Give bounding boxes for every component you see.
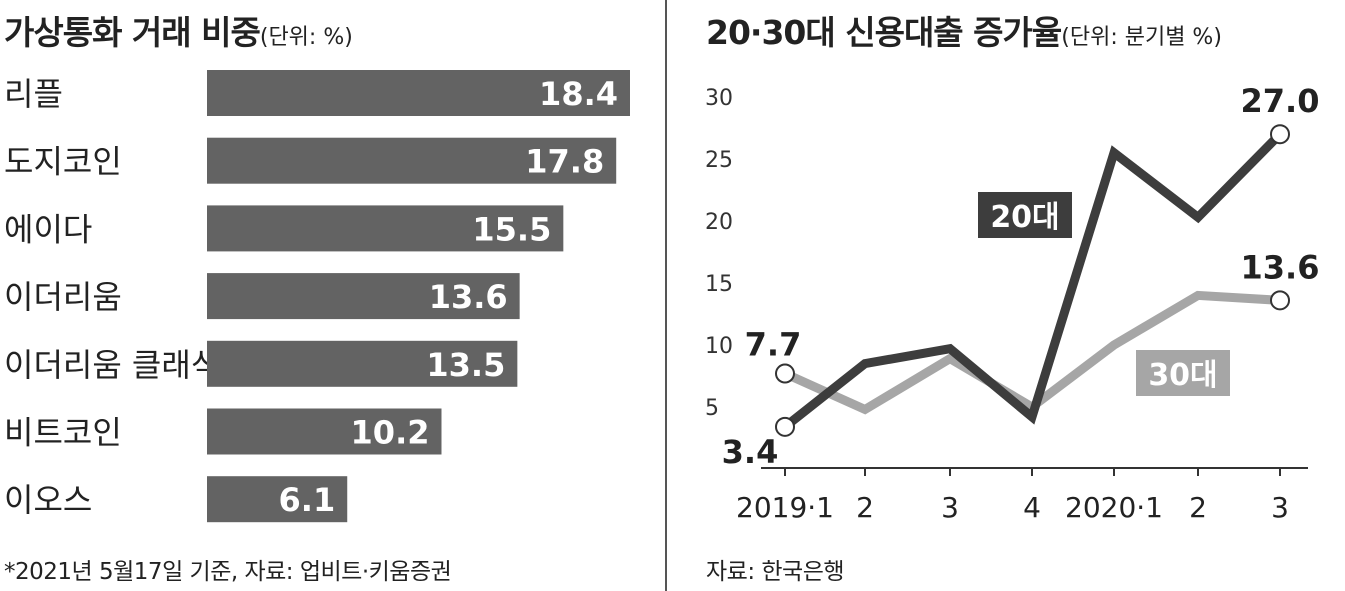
- series-label-box-20s: [978, 192, 1072, 238]
- y-tick-label: 5: [705, 396, 719, 421]
- bar-value-label: 13.5: [426, 346, 505, 384]
- bar-category-label: 비트코인: [4, 414, 122, 452]
- bar-chart: 리플 18.4 도지코인 17.8 에이다 15.5 이더리움 13.6 이더리움 클래식 13.…: [4, 70, 630, 523]
- data-point-marker: [775, 363, 795, 384]
- bar: [207, 340, 518, 387]
- right-chart-title: 20·30대 신용대출 증가율: [706, 13, 1062, 52]
- bar-value-label: 10.2: [351, 414, 430, 452]
- data-value-label: 13.6: [1241, 248, 1320, 286]
- left-chart-unit: (단위: %): [259, 25, 353, 50]
- series-label-30s: 30대: [1148, 358, 1217, 393]
- x-tick-label: 3: [941, 491, 959, 524]
- bar-value-label: 6.1: [279, 481, 336, 519]
- data-point-marker: [775, 416, 795, 437]
- crypto-trade-share-panel: 가상통화 거래 비중(단위: %) 리플 18.4 도지코인 17.8 에이다 15.5 이…: [0, 0, 664, 591]
- right-chart-source: 자료: 한국은행: [706, 559, 845, 585]
- right-chart-unit: (단위: 분기별 %): [1061, 25, 1222, 50]
- x-tick-label: 2019·1: [736, 491, 834, 524]
- series-label-20s: 20대: [990, 200, 1059, 235]
- left-chart-footnote: *2021년 5월17일 기준, 자료: 업비트·키움증권: [4, 559, 452, 585]
- bar-category-label: 에이다: [4, 210, 92, 248]
- data-value-label: 7.7: [745, 326, 802, 364]
- bar: [207, 273, 520, 320]
- y-tick-label: 25: [705, 148, 733, 173]
- credit-loan-growth-panel: 20·30대 신용대출 증가율(단위: 분기별 %) 5 10 15 20 25 30 20…: [668, 0, 1345, 591]
- bar-category-label: 이더리움 클래식: [4, 346, 220, 384]
- data-value-label: 27.0: [1241, 82, 1320, 120]
- data-point-marker: [1270, 290, 1290, 311]
- line-chart: 5 10 15 20 25 30 2019·1 2 3 4 2020·1 2 3 7.7 3.4 27.0 13…: [705, 82, 1320, 524]
- data-point-marker: [1270, 124, 1290, 145]
- x-tick-label: 4: [1023, 491, 1041, 524]
- x-tick-label: 2: [1189, 491, 1207, 524]
- right-chart-title-group: 20·30대 신용대출 증가율(단위: 분기별 %): [706, 6, 1222, 54]
- bar-value-label: 18.4: [539, 75, 618, 113]
- x-tick-label: 3: [1271, 491, 1289, 524]
- y-tick-label: 20: [705, 210, 733, 235]
- y-tick-label: 10: [705, 334, 733, 359]
- x-tick-label: 2: [856, 491, 874, 524]
- data-value-label: 3.4: [722, 433, 779, 471]
- bar: [207, 137, 617, 184]
- bar-value-label: 17.8: [525, 143, 604, 181]
- left-chart-title-group: 가상통화 거래 비중(단위: %): [4, 6, 353, 54]
- series-line-20s: [782, 131, 1284, 431]
- y-tick-label: 15: [705, 272, 733, 297]
- bar-value-label: 13.6: [429, 278, 508, 316]
- x-tick-label: 2020·1: [1065, 491, 1163, 524]
- bar-category-label: 이오스: [4, 481, 92, 519]
- panel-divider: [665, 0, 667, 591]
- bar-category-label: 이더리움: [4, 278, 122, 316]
- bar: [207, 476, 348, 523]
- bar-category-label: 도지코인: [4, 143, 122, 181]
- bar: [207, 205, 564, 252]
- bar-value-label: 15.5: [472, 210, 551, 248]
- left-chart-title: 가상통화 거래 비중: [4, 13, 261, 52]
- bar-category-label: 리플: [4, 75, 63, 113]
- y-tick-label: 30: [705, 86, 733, 111]
- bar: [207, 70, 630, 116]
- bar: [207, 408, 442, 455]
- series-label-box-30s: [1136, 350, 1230, 396]
